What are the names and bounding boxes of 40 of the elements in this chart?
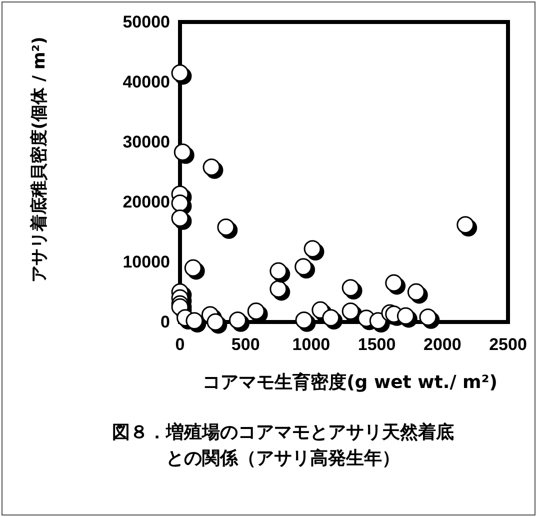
point — [217, 218, 235, 236]
y-tick-label: 50000 — [122, 12, 170, 32]
x-tick-label: 2000 — [423, 335, 462, 354]
point — [342, 302, 360, 320]
point — [322, 309, 340, 327]
point — [171, 194, 189, 212]
point — [385, 274, 403, 292]
point — [171, 64, 189, 82]
point — [174, 143, 192, 161]
point — [396, 307, 414, 325]
text: 図８．増殖場のコアマモとアサリ天然着底との関係（アサリ高発生年） — [111, 421, 455, 471]
x-tick-label: 500 — [231, 335, 260, 354]
point — [304, 240, 322, 258]
point — [171, 209, 189, 227]
point — [456, 216, 474, 234]
point — [186, 312, 204, 330]
y-tick-label: 10000 — [122, 252, 170, 272]
x-tick-label: 1500 — [358, 335, 396, 354]
point — [294, 258, 312, 276]
point — [270, 280, 288, 298]
y-tick-label: 0 — [160, 312, 170, 332]
point — [270, 262, 288, 280]
point — [407, 283, 425, 301]
point — [419, 308, 437, 326]
y-axis-title: アサリ着底稚貝密度(個体 / m²) — [30, 36, 50, 284]
y-tick-label: 40000 — [122, 72, 170, 92]
y-tick-label: 30000 — [122, 132, 170, 152]
x-tick-label: 2500 — [489, 335, 527, 354]
point — [229, 311, 246, 329]
point — [295, 311, 313, 329]
x-tick-label: 0 — [175, 335, 185, 354]
point — [184, 259, 202, 277]
point — [206, 313, 224, 331]
point — [202, 158, 220, 176]
x-axis-title: コアマモ生育密度(g wet wt./ m²) — [202, 371, 498, 394]
y-tick-label: 20000 — [122, 192, 170, 212]
point — [247, 302, 265, 320]
x-tick-label: 1000 — [292, 335, 330, 354]
point — [342, 279, 360, 297]
point — [369, 312, 387, 330]
